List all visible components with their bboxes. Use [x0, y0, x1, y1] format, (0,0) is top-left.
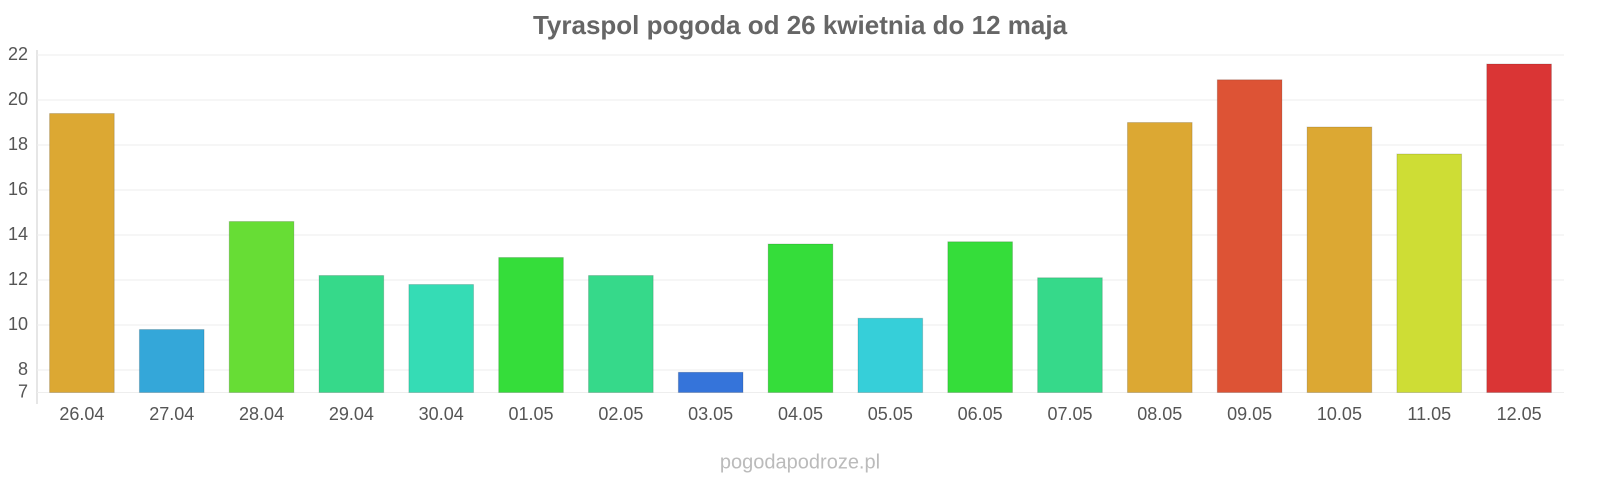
x-tick-label: 11.05: [1407, 404, 1451, 424]
y-tick-label: 12: [8, 269, 28, 289]
x-tick-label: 03.05: [688, 404, 733, 424]
x-tick-label: 04.05: [778, 404, 823, 424]
x-tick-label: 12.05: [1497, 404, 1542, 424]
bar: [138, 329, 205, 393]
bar: [318, 275, 385, 393]
x-tick-label: 07.05: [1047, 404, 1092, 424]
x-tick-label: 28.04: [239, 404, 284, 424]
bar: [1037, 277, 1103, 393]
bar: [408, 284, 475, 393]
x-tick-label: 10.05: [1317, 404, 1362, 424]
bar: [947, 241, 1013, 393]
x-tick-label: 06.05: [958, 404, 1003, 424]
x-tick-label: 26.04: [59, 404, 104, 424]
bar: [228, 221, 295, 393]
bar: [1486, 63, 1552, 393]
bar: [498, 257, 564, 393]
y-tick-label: 22: [8, 44, 28, 64]
y-tick-label: 7: [18, 381, 28, 401]
y-tick-label: 14: [8, 224, 28, 244]
bar: [1216, 79, 1283, 393]
y-tick-label: 18: [8, 134, 28, 154]
x-tick-label: 27.04: [149, 404, 194, 424]
y-tick-label: 10: [8, 314, 28, 334]
x-tick-label: 02.05: [598, 404, 643, 424]
y-tick-label: 8: [18, 359, 28, 379]
chart-title: Tyraspol pogoda od 26 kwietnia do 12 maj…: [533, 10, 1068, 40]
x-tick-label: 09.05: [1227, 404, 1272, 424]
bar: [677, 371, 744, 393]
x-tick-label: 08.05: [1137, 404, 1182, 424]
y-tick-label: 16: [8, 179, 28, 199]
bar: [1396, 153, 1463, 393]
y-tick-label: 20: [8, 89, 28, 109]
bar: [1306, 126, 1373, 393]
watermark: pogodapodroze.pl: [720, 451, 880, 473]
bar: [767, 243, 834, 393]
bar: [1126, 122, 1193, 393]
bar: [857, 317, 924, 393]
x-tick-label: 01.05: [509, 404, 554, 424]
x-tick-label: 29.04: [329, 404, 374, 424]
x-tick-label: 30.04: [419, 404, 464, 424]
x-tick-label: 05.05: [868, 404, 913, 424]
bar: [588, 275, 654, 393]
bar: [49, 113, 115, 393]
